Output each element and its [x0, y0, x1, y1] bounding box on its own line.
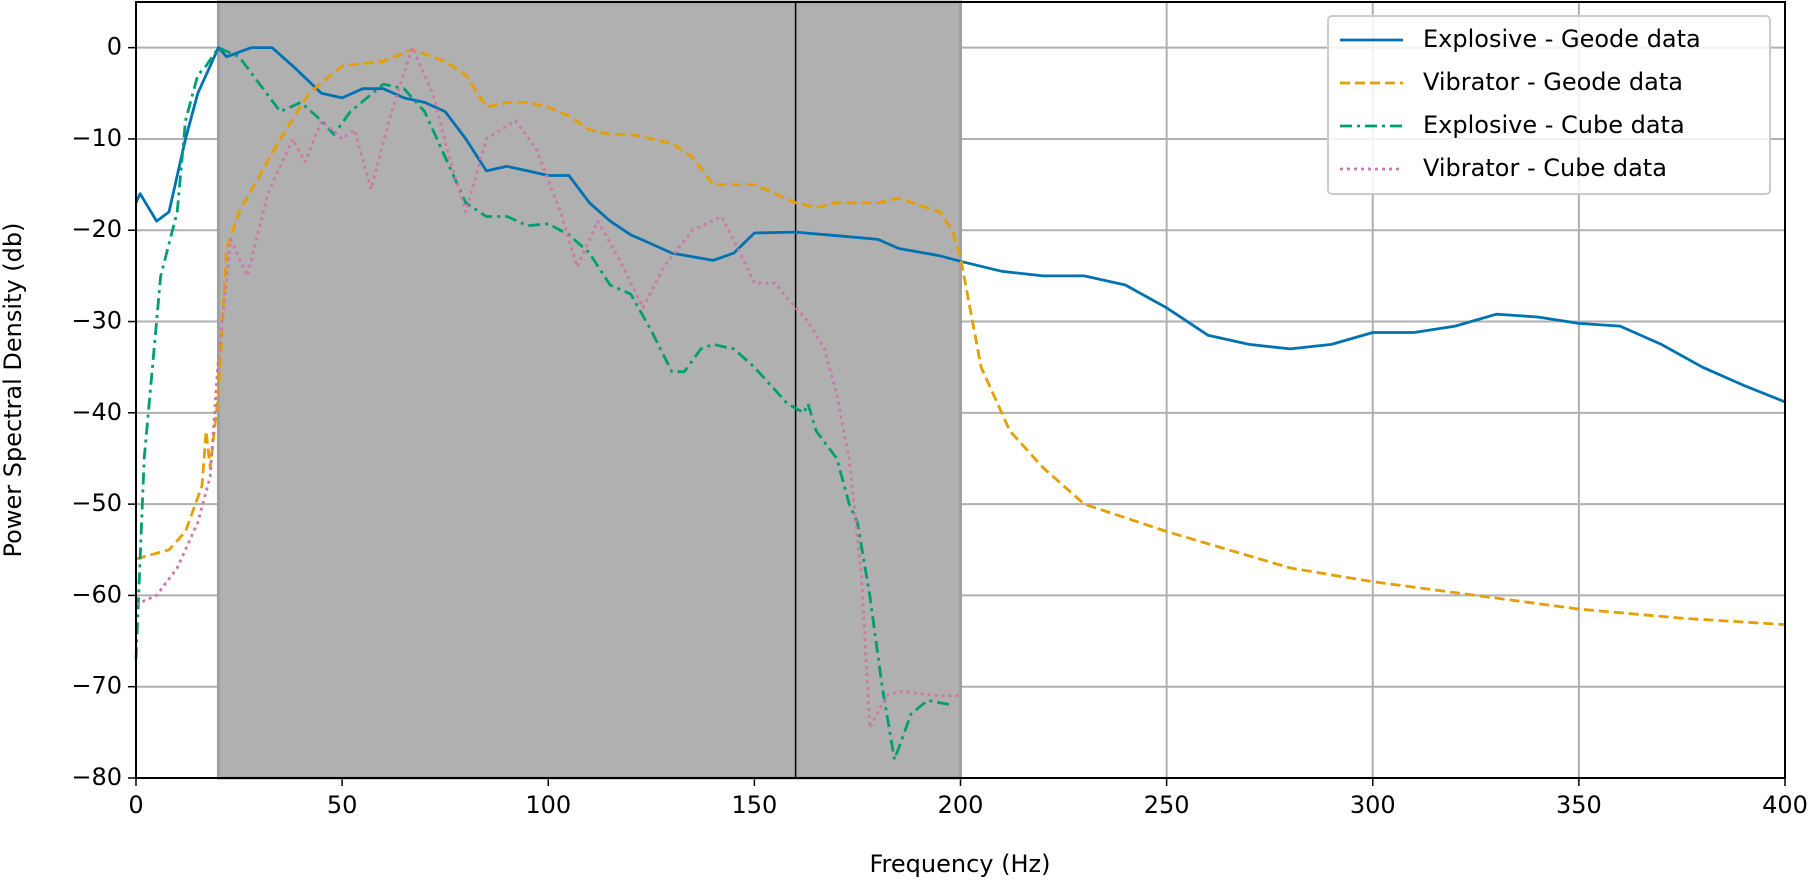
legend-label: Explosive - Geode data — [1423, 25, 1701, 53]
x-tick-label: 50 — [327, 791, 358, 819]
x-tick-label: 150 — [731, 791, 777, 819]
y-tick-label: −20 — [71, 215, 122, 243]
series-line — [134, 46, 1786, 404]
series-line — [134, 46, 953, 762]
legend-box — [1327, 15, 1771, 195]
x-axis-label: Frequency (Hz) — [870, 850, 1051, 878]
y-tick-label: −30 — [71, 307, 122, 335]
y-tick-label: −60 — [71, 580, 122, 608]
legend-label: Explosive - Cube data — [1423, 111, 1685, 139]
x-tick-label: 300 — [1350, 791, 1396, 819]
legend-label: Vibrator - Geode data — [1423, 68, 1683, 96]
x-tick-label: 400 — [1762, 791, 1808, 819]
series-line — [135, 48, 1786, 626]
y-tick-label: −70 — [71, 672, 122, 700]
x-tick-label: 100 — [525, 791, 571, 819]
shaded-span — [216, 0, 962, 780]
x-tick-label: 200 — [938, 791, 984, 819]
x-tick-label: 250 — [1144, 791, 1190, 819]
plot-frame — [135, 1, 1786, 779]
y-tick-label: −80 — [71, 763, 122, 791]
x-tick-label: 0 — [128, 791, 143, 819]
x-tick-label: 350 — [1556, 791, 1602, 819]
y-tick-label: −10 — [71, 124, 122, 152]
y-tick-label: 0 — [107, 33, 122, 61]
y-tick-label: −40 — [71, 398, 122, 426]
y-tick-label: −50 — [71, 489, 122, 517]
legend-label: Vibrator - Cube data — [1423, 154, 1667, 182]
y-axis-label: Power Spectral Density (db) — [0, 223, 27, 558]
